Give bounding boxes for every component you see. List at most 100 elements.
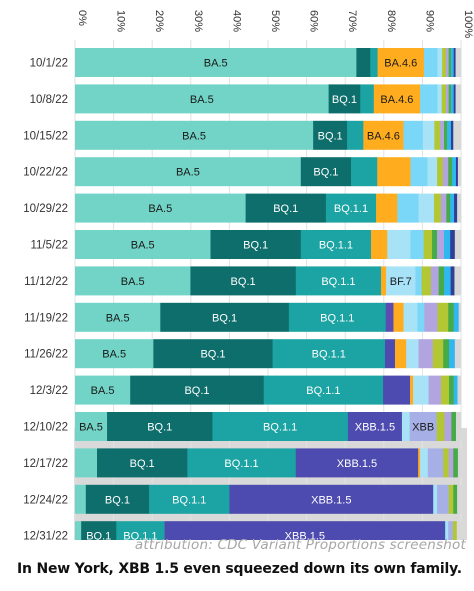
x-tick-label: 70% [346,10,358,32]
bar-segment-ba-4-6 [377,48,425,77]
bar-segment-ba-5 [75,230,211,259]
segment-label: BA.5 [106,312,130,324]
x-tick-label: 40% [230,10,242,32]
segment-label: BQ.1 [212,312,237,324]
bar-segment-bq-1 [210,230,302,259]
bar-segment-ba-5 [75,84,329,114]
bar-segment-purple-1 [385,302,394,332]
bar-segment-green [453,448,459,478]
bar-segment-lime [437,302,449,332]
segment-label: BQ.1 [332,94,357,106]
bar-row: BA.5 BA.4.6 [75,48,462,77]
bar-segment-green [448,157,453,187]
week-label: 12/17/22 [23,458,68,470]
bar-segment-ba-5 [75,375,131,405]
segment-label: XBB.1.5 [355,422,395,434]
bar-segment-grey [454,230,462,259]
bar-segment-ba-4-6 [410,375,414,405]
bar-segment-xbb [409,412,437,441]
bar-segment-xbb-1-5 [229,484,434,514]
x-tick-label: 90% [423,10,435,32]
segment-label: BQ.1 [86,531,111,540]
bar-segment-green [448,302,454,332]
bar-segment-lavender [428,375,442,405]
bar-segment-bq-1-1 [350,157,378,187]
bar-segment-ba-4-6 [393,302,404,332]
week-label: 11/26/22 [24,349,68,361]
bar-segment-lavender [442,157,449,187]
segment-label: BQ.1 [243,240,268,252]
bar-segment-xbb-1-5 [347,412,403,441]
bar-segment-blue-1 [449,339,456,369]
x-tick-label: 30% [192,10,204,32]
bar-segment-grey [455,48,462,77]
bar-segment-navy [453,48,456,77]
bar-row: BQ.1 BQ.1.1 XBB.1.5 [75,484,462,514]
bar-segment-xbb [437,484,449,514]
bar-segment-bq-1-1 [212,412,349,441]
bar-segment-xbb-1-5 [164,521,446,540]
bar-segment-ba-2-75-2 [403,120,424,150]
bar-segment-bq-1 [130,375,265,405]
bar-segment-ba-4-6 [373,84,421,114]
segment-label: BQ.1.1 [320,312,354,324]
bar-segment-lavender [445,84,449,114]
bar-segment-lavender [448,448,454,478]
segment-label: BQ.1 [313,167,338,179]
segment-label: BQ.1 [130,458,155,470]
bar-segment-green [453,484,458,514]
bar-segment-bq-1-1 [272,339,386,369]
bar-segment-ba-4-6 [363,120,404,150]
bar-segment-lime [433,193,442,223]
bar-segment-lavender [440,120,445,150]
bar-segment-blue-1 [453,375,458,405]
bar-segment-bf-7 [422,120,435,150]
week-label: 11/12/22 [24,276,68,288]
bar-segment-bq-1 [153,339,273,369]
bar-segment-lime [434,120,441,150]
bar-row: BA.5 BQ.1 BQ.1.1 BF.7 [75,266,462,296]
segment-label: BA.5 [204,58,228,70]
bar-segment-xbb-1-5 [295,448,419,478]
bar-segment-lavender [440,193,447,223]
bar-segment-ba-2-75-2 [415,266,422,296]
segment-label: BA.5 [131,240,155,252]
bar-row: BA.5 BQ.1 BQ.1.1 [75,302,462,332]
bar-segment-xbb [427,448,444,478]
bar-segment-ba-5 [75,302,161,332]
bar-segment-bf-7 [437,48,443,77]
bar-segment-lime [421,266,432,296]
bar-rows: BA.5 BA.4.6BA.5 BQ.1 BA.4.6BA.5 BQ.1 BA.4.6BA… [75,48,462,540]
segment-label: BQ.1 [147,422,172,434]
segment-label: BQ.1.1 [306,385,340,397]
bar-segment-lime [432,339,444,369]
week-label: 11/19/22 [24,312,68,324]
bar-segment-blue-1 [447,120,452,150]
bar-segment-ba-2-75-2 [410,230,424,259]
bar-segment-green [438,266,445,296]
segment-label: BQ.1.1 [224,458,258,470]
bar-segment-blue-1 [450,48,454,77]
x-tick-label: 100% [462,10,474,38]
bar-segment-bq-1-1 [370,48,378,77]
segment-label: BA.5 [121,276,145,288]
bar-segment-lavender [418,339,434,369]
bar-row: BQ.1 BQ.1.1 XBB.1.5 [75,521,462,540]
bar-segment-bf-7 [401,412,410,441]
segment-label: BA.4.6 [384,58,417,70]
bar-segment-bf-7 [406,339,419,369]
bar-segment-ba-5 [75,266,191,296]
x-tick-label: 10% [115,10,127,32]
bar-segment-lime [441,84,447,114]
bar-row: BQ.1 BQ.1.1 XBB.1.5 [75,448,462,478]
bar-segment-grey [454,339,462,369]
segment-label: BQ.1.1 [312,349,346,361]
segment-label: BA.5 [91,385,115,397]
segment-label: BQ.1.1 [319,240,353,252]
bar-segment-ba-5 [75,484,87,514]
bar-segment-blue-1 [453,302,459,332]
bar-segment-ba-4-6 [371,230,388,259]
bar-segment-bq-1 [300,157,352,187]
bar-segment-grey [457,484,462,514]
bar-segment-bf-7 [437,84,442,114]
